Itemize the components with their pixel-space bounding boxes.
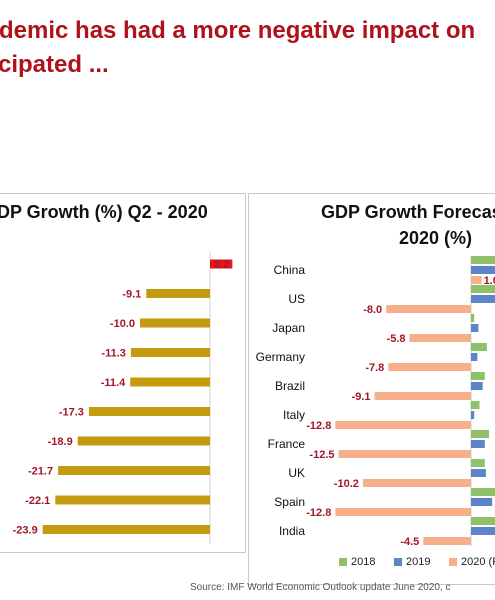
left-bar-label-6: -18.9 [48, 436, 73, 448]
right-bar-2019-1 [471, 295, 495, 303]
right-bar-2020-1 [386, 305, 471, 313]
legend-item-2018: 2018 [339, 556, 375, 568]
right-bar-2018-0 [471, 256, 495, 264]
right-bar-label-2020-2: -5.8 [387, 333, 406, 345]
right-category-label-0: China [274, 263, 306, 277]
left-bar-7 [58, 466, 210, 475]
right-bar-2019-8 [471, 498, 493, 506]
right-bar-2020-0 [471, 276, 482, 284]
right-bar-2019-0 [471, 266, 495, 274]
right-bar-2018-2 [471, 314, 475, 322]
right-bar-2019-6 [471, 440, 485, 448]
gdp-forecast-chart: China 1.0 US -8.0 Japan -5.8 Germany -7.8 Brazil… [256, 256, 495, 548]
right-bar-label-2020-5: -12.8 [306, 420, 331, 432]
left-bar-label-1: -9.1 [122, 289, 141, 301]
headline-line-2: cipated ... [0, 51, 109, 78]
right-bar-2020-5 [335, 421, 471, 429]
right-category-label-3: Germany [256, 350, 305, 364]
right-bar-2019-7 [471, 469, 486, 477]
right-bar-2018-9 [471, 517, 495, 525]
left-bar-9 [42, 525, 211, 534]
right-bar-2020-4 [374, 392, 471, 400]
headline-line-1: demic has had a more negative impact on [0, 17, 476, 44]
right-bar-2018-6 [471, 430, 490, 438]
right-bar-label-2020-6: -12.5 [309, 449, 334, 461]
legend-swatch-2020 [449, 558, 457, 567]
left-bar-label-2: -10.0 [110, 318, 135, 330]
left-bar-label-8: -22.1 [25, 495, 50, 507]
source-note: Source: IMF World Economic Outlook updat… [190, 582, 451, 593]
right-category-label-6: France [268, 437, 306, 451]
left-bar-3 [130, 348, 210, 357]
gdp-q2-chart-title: DP Growth (%) Q2 - 2020 [0, 202, 208, 222]
left-bar-6 [77, 436, 210, 446]
right-bar-2018-3 [471, 343, 487, 351]
right-bar-2018-7 [471, 459, 485, 467]
right-bar-2020-8 [335, 508, 471, 516]
right-bar-2019-9 [471, 527, 495, 535]
left-bar-label-0: 3.2 [214, 259, 229, 271]
right-bar-2020-6 [338, 450, 471, 458]
legend-item-2019: 2019 [394, 556, 430, 568]
headline: demic has had a more negative impact on … [0, 14, 495, 82]
left-bar-label-3: -11.3 [101, 348, 125, 360]
right-bar-label-2020-9: -4.5 [400, 536, 419, 548]
right-bar-2019-2 [471, 324, 479, 332]
left-bar-label-9: -23.9 [13, 525, 38, 537]
gdp-forecast-title-line-2: 2020 (%) [399, 228, 473, 248]
right-category-label-9: India [279, 524, 305, 538]
right-category-label-4: Brazil [275, 379, 305, 393]
right-bar-label-2020-1: -8.0 [363, 304, 382, 316]
legend-swatch-2019 [394, 558, 402, 567]
right-bar-label-2020-4: -9.1 [352, 391, 371, 403]
left-bar-5 [88, 407, 210, 416]
right-bar-2020-9 [423, 537, 471, 545]
legend-label-2019: 2019 [406, 556, 431, 568]
legend-label-2018: 2018 [351, 556, 376, 568]
left-bar-0 [210, 259, 233, 269]
right-bar-2019-3 [471, 353, 478, 361]
left-bar-label-4: -11.4 [101, 377, 126, 389]
left-bar-label-5: -17.3 [59, 407, 84, 419]
right-bar-label-2020-7: -10.2 [334, 478, 359, 490]
left-bar-1 [146, 289, 210, 298]
right-category-label-1: US [288, 292, 305, 306]
right-bar-2019-5 [471, 411, 475, 419]
right-bar-2018-1 [471, 285, 495, 293]
right-category-label-2: Japan [272, 321, 305, 335]
right-bar-label-2020-8: -12.8 [306, 507, 331, 519]
right-bar-2020-7 [362, 479, 471, 487]
right-bar-label-2020-0: 1.0 [484, 275, 495, 287]
right-bar-label-2020-3: -7.8 [365, 362, 384, 374]
legend-swatch-2018 [339, 558, 347, 567]
right-bar-2018-5 [471, 401, 480, 409]
left-bar-label-7: -21.7 [28, 466, 53, 478]
right-bar-2020-3 [388, 363, 471, 371]
left-bar-4 [130, 377, 210, 387]
left-bar-8 [55, 495, 210, 505]
right-bar-2018-4 [471, 372, 485, 380]
gdp-forecast-title-line-1: GDP Growth Forecas [321, 202, 495, 222]
right-bar-2019-4 [471, 382, 483, 390]
right-category-label-5: Italy [283, 408, 305, 422]
gdp-q2-chart-panel: DP Growth (%) Q2 - 2020 3.2 -9.1 -10.0 -11.… [0, 193, 246, 553]
left-bar-2 [140, 318, 210, 328]
right-bar-2020-2 [409, 334, 471, 342]
gdp-forecast-chart-panel: GDP Growth Forecas 2020 (%) China 1.0 US -8… [248, 193, 495, 585]
right-bar-2018-8 [471, 488, 495, 496]
gdp-q2-chart: 3.2 -9.1 -10.0 -11.3 -11.4 -17.3 -18.9 -21.7 -22… [13, 252, 233, 544]
legend-label-2020: 2020 (Fo [461, 556, 495, 568]
right-category-label-7: UK [288, 466, 305, 480]
right-category-label-8: Spain [274, 495, 305, 509]
legend-item-2020: 2020 (Fo [449, 556, 495, 568]
